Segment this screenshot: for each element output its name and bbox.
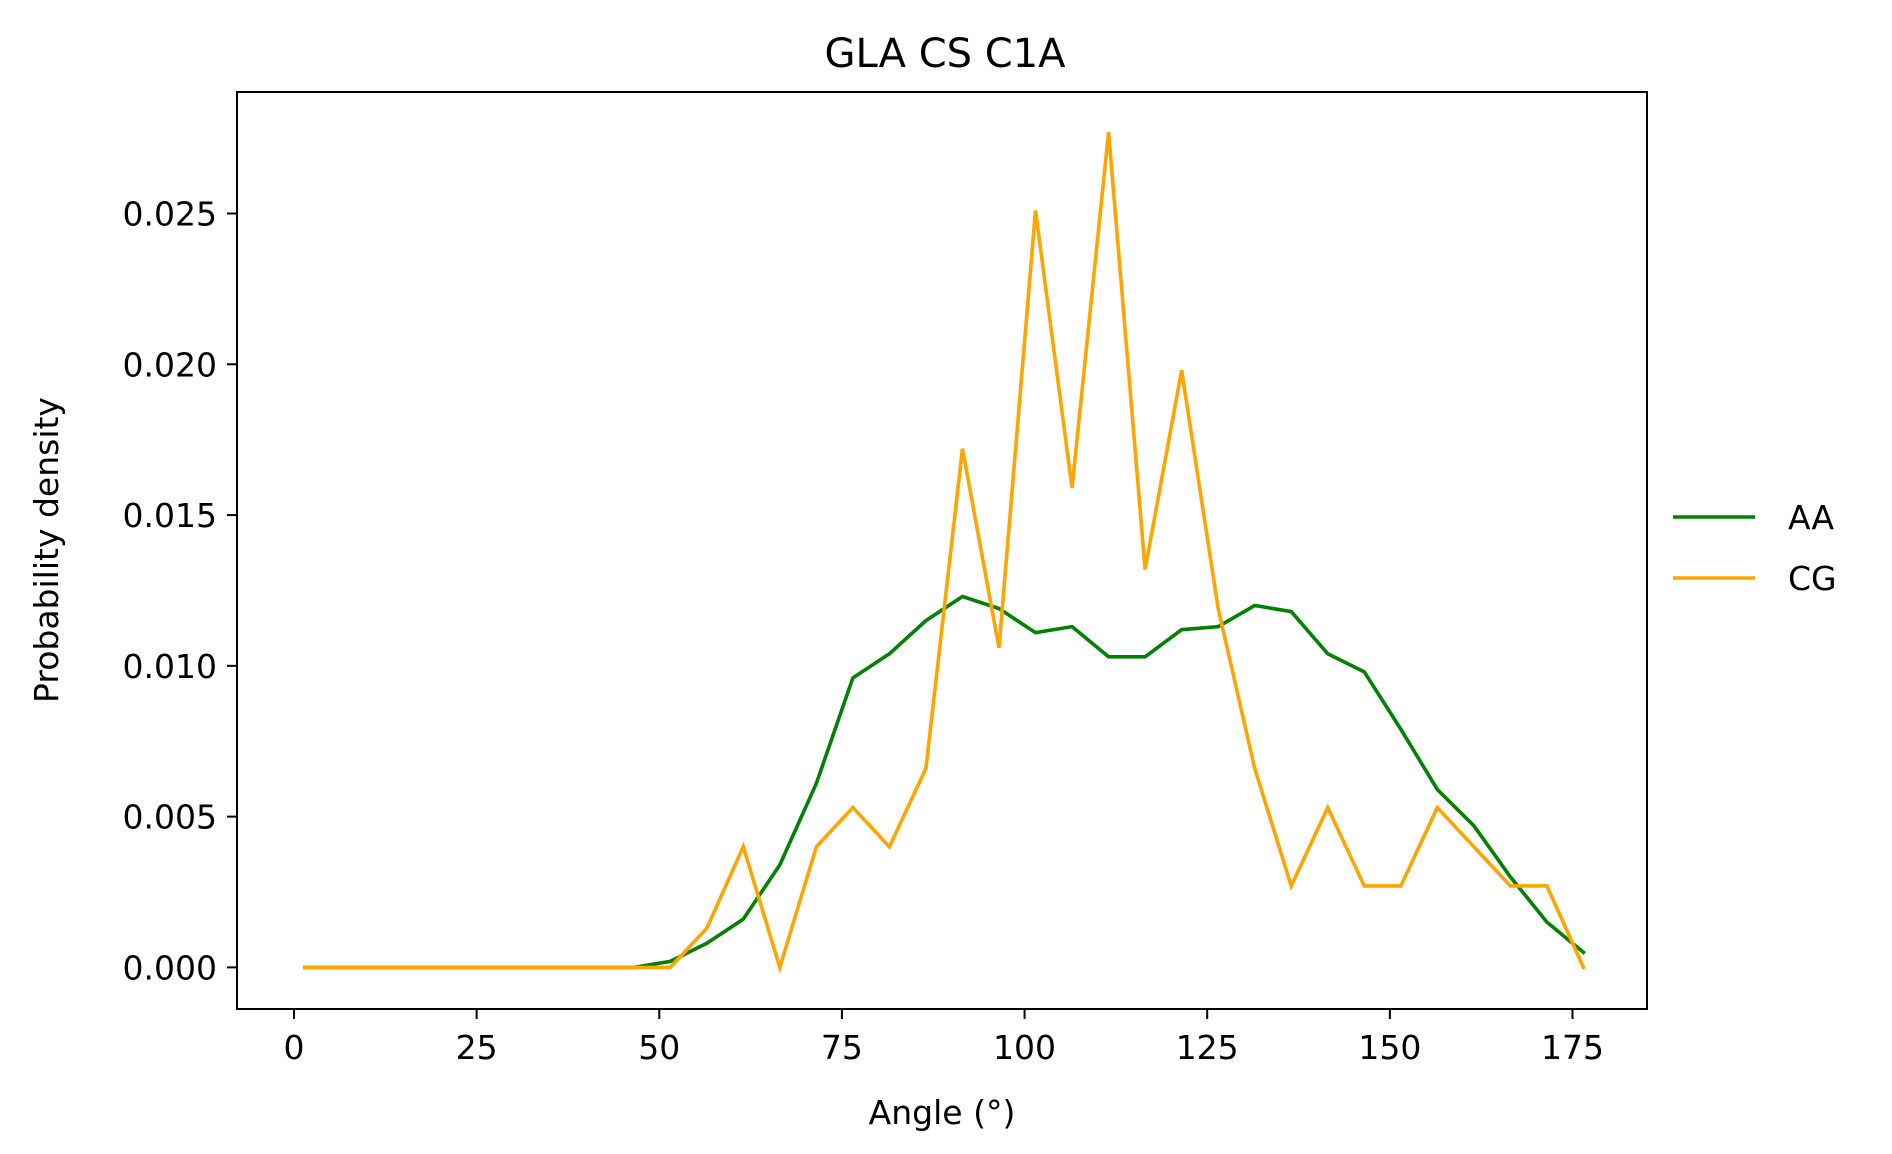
series-layer [303,131,1586,974]
x-tick-label: 25 [456,1028,498,1067]
y-tick-label: 0.025 [123,195,217,234]
x-tick-label: 75 [821,1028,863,1067]
x-tick-label: 175 [1541,1028,1604,1067]
y-tick-label: 0.005 [123,798,217,837]
legend: AA CG [1673,498,1837,598]
chart-title: GLA CS C1A [824,31,1066,77]
legend-label-cg: CG [1788,559,1837,598]
series-line-aa [303,594,1586,970]
y-axis-label: Probability density [27,397,66,703]
x-tick-label: 50 [638,1028,680,1067]
x-tick-label: 0 [283,1028,304,1067]
legend-label-aa: AA [1788,498,1834,537]
series-line-cg [303,131,1586,974]
y-tick-label: 0.020 [123,345,217,384]
x-axis-label: Angle (°) [869,1093,1016,1132]
y-axis: 0.000 0.005 0.010 0.015 0.020 0.025 [123,195,237,987]
x-tick-label: 150 [1358,1028,1421,1067]
y-tick-label: 0.015 [123,496,217,535]
x-axis: 0 25 50 75 100 125 150 175 [283,1009,1604,1067]
x-tick-label: 100 [993,1028,1056,1067]
y-tick-label: 0.000 [123,948,217,987]
y-tick-label: 0.010 [123,647,217,686]
plot-frame [236,91,1648,1010]
x-tick-label: 125 [1176,1028,1239,1067]
